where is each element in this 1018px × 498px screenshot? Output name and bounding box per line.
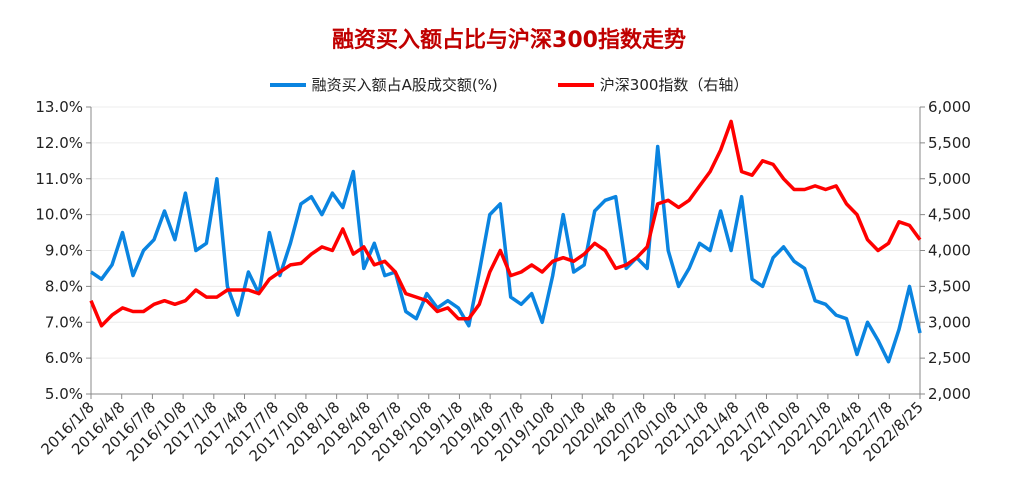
legend-label: 沪深300指数（右轴） (599, 76, 749, 94)
y-right-tick-label: 6,000 (928, 98, 971, 116)
y-left-tick-label: 7.0% (45, 313, 83, 331)
legend: 融资买入额占A股成交额(%) 沪深300指数（右轴） (0, 74, 1018, 95)
y-right-tick-label: 3,000 (928, 313, 971, 331)
series-line-csi300 (89, 119, 922, 328)
y-left-tick-label: 11.0% (35, 170, 83, 188)
legend-item-csi300: 沪深300指数（右轴） (557, 74, 749, 95)
y-left-tick-label: 13.0% (35, 98, 83, 116)
chart-title: 融资买入额占比与沪深300指数走势 (332, 28, 686, 53)
y-left-tick-label: 8.0% (45, 277, 83, 295)
legend-swatch-red (557, 82, 594, 87)
y-right-tick-label: 5,000 (928, 170, 971, 188)
y-right-tick-label: 5,500 (928, 134, 971, 152)
y-right-tick-label: 4,000 (928, 242, 971, 260)
y-left-tick-label: 10.0% (35, 206, 83, 224)
y-left-tick-label: 12.0% (35, 134, 83, 152)
legend-label: 融资买入额占A股成交额(%) (311, 76, 498, 94)
legend-item-margin-ratio: 融资买入额占A股成交额(%) (269, 74, 498, 95)
y-right-tick-label: 3,500 (928, 277, 971, 295)
y-left-tick-label: 6.0% (45, 349, 83, 367)
y-right-tick-label: 2,000 (928, 385, 971, 403)
y-right-tick-label: 2,500 (928, 349, 971, 367)
y-left-tick-label: 9.0% (45, 242, 83, 260)
legend-swatch-blue (269, 82, 306, 87)
y-left-tick-label: 5.0% (45, 385, 83, 403)
y-right-tick-label: 4,500 (928, 206, 971, 224)
